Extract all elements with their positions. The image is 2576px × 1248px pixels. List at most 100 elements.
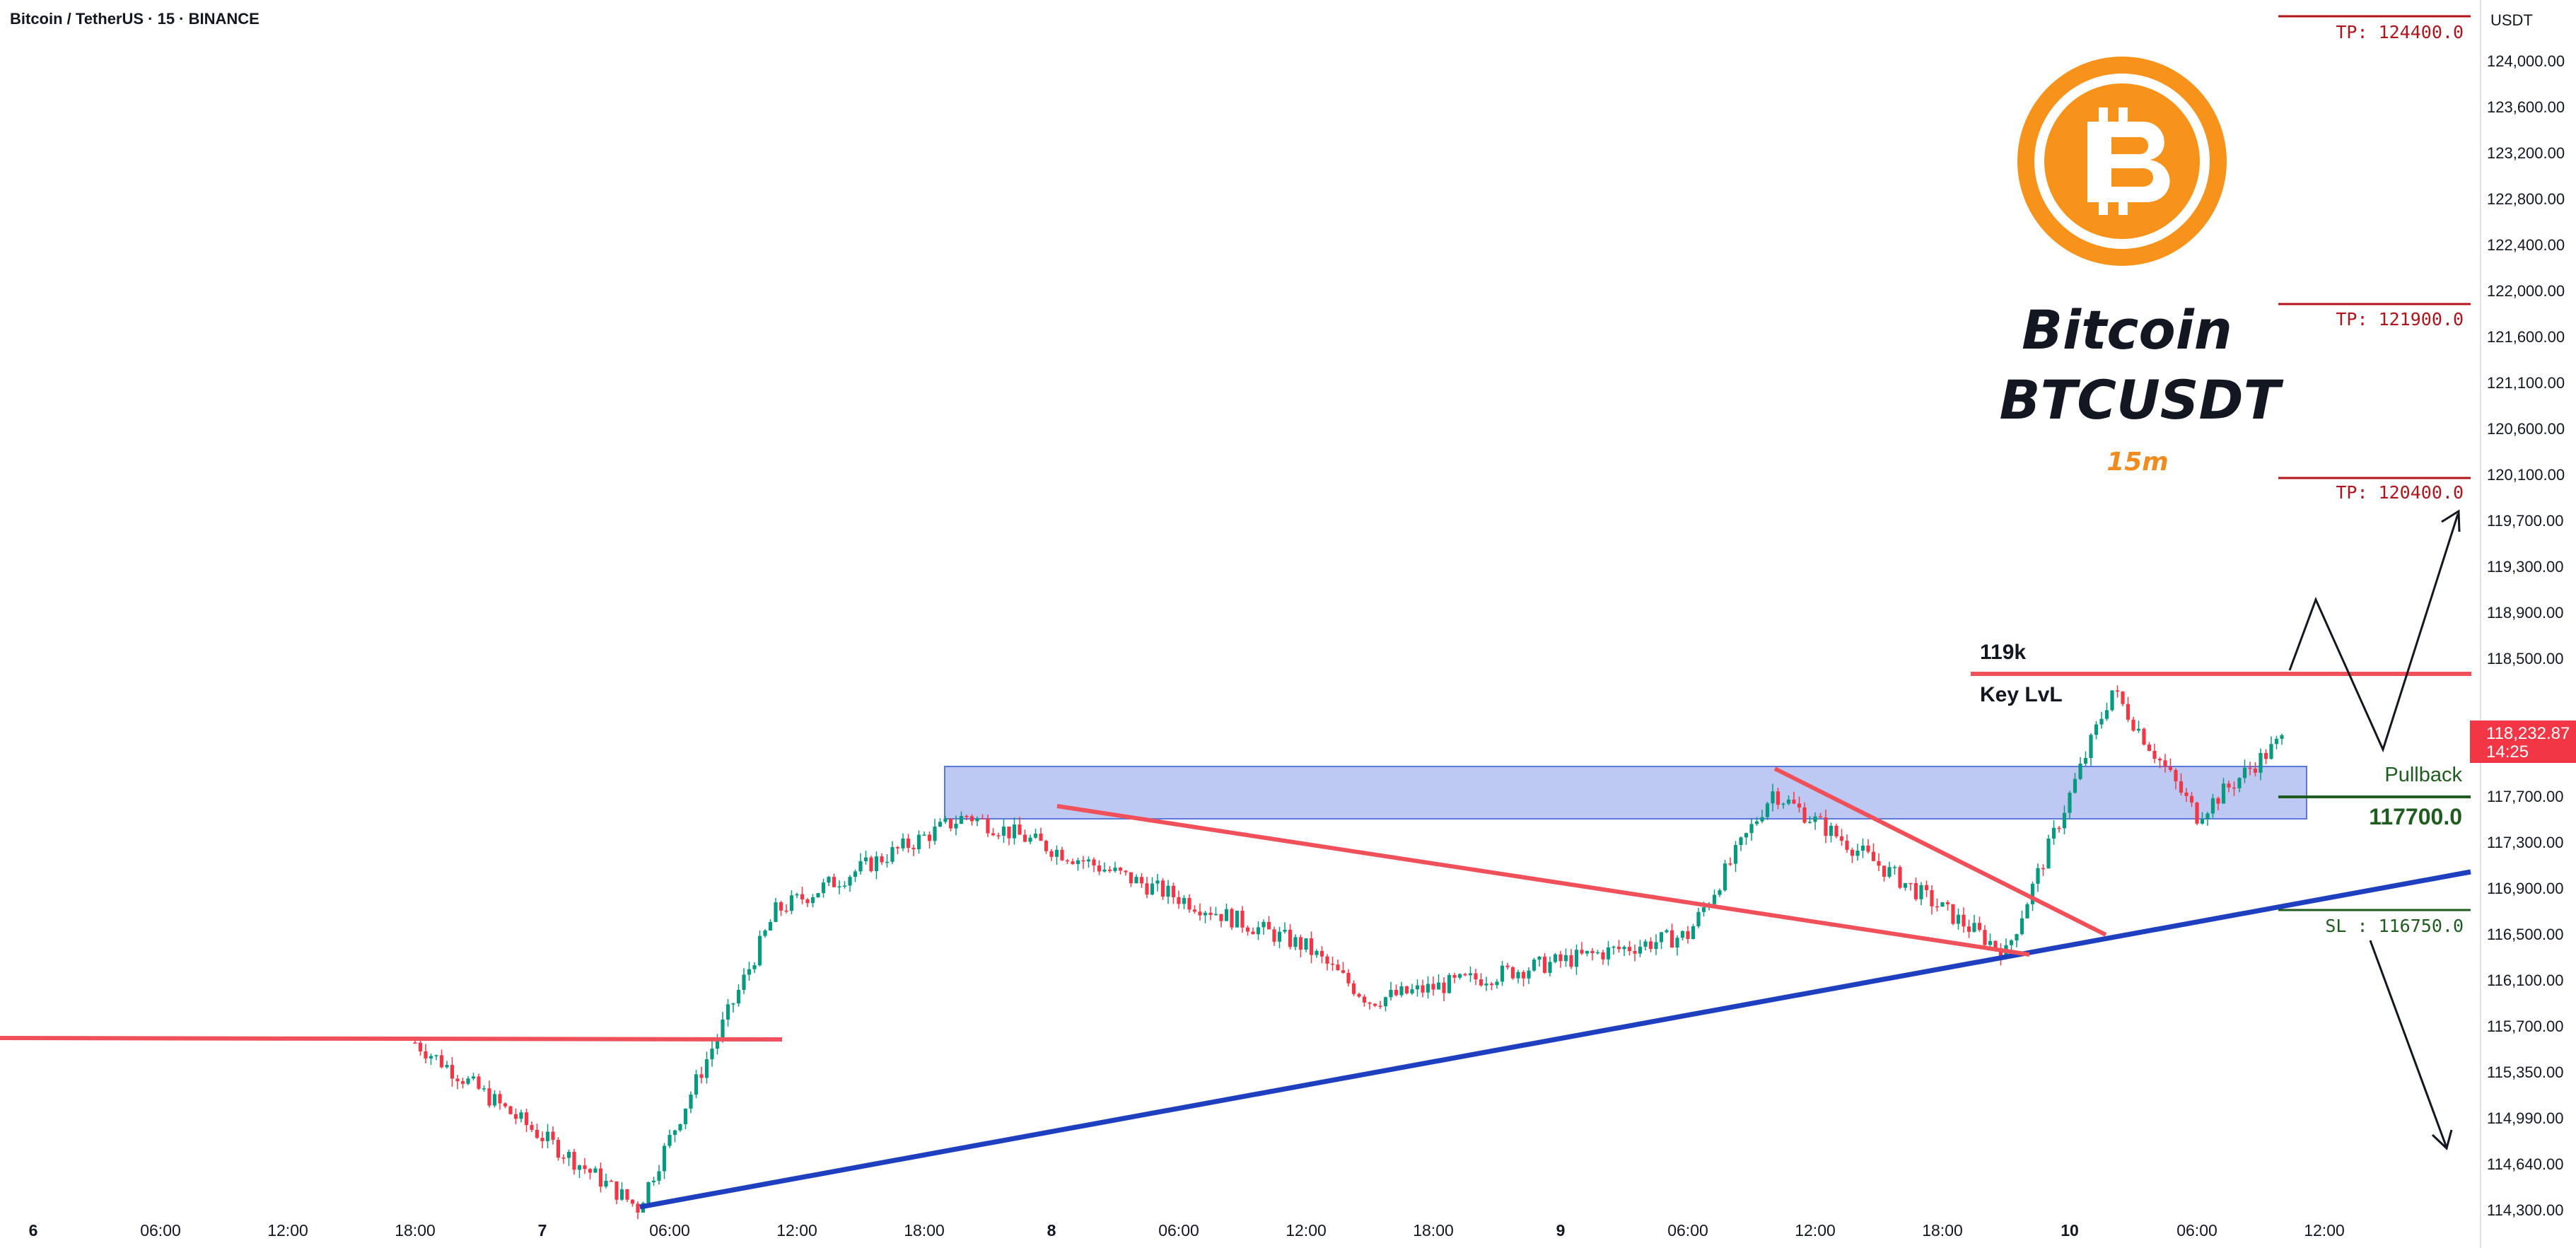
candle-body	[943, 818, 948, 822]
candle-body	[827, 877, 831, 883]
candle-body	[1643, 941, 1648, 947]
candle-body	[2094, 724, 2099, 735]
candle-body	[2051, 827, 2056, 839]
candle-body	[1442, 982, 1446, 993]
candle-body	[1139, 877, 1144, 884]
candle-body	[1654, 942, 1658, 950]
current-price-value: 118,232.87	[2486, 724, 2570, 743]
candle-body	[572, 1152, 576, 1170]
candle-body	[545, 1131, 550, 1141]
descending-trendline-1[interactable]	[1056, 804, 2030, 957]
candle-body	[2136, 728, 2141, 731]
candle-body	[2083, 757, 2088, 764]
candle-body	[1510, 967, 1515, 979]
candle-body	[1542, 956, 1547, 973]
candle-body	[1266, 921, 1271, 930]
candle-body	[1145, 883, 1149, 895]
candle-body	[1580, 950, 1584, 954]
candle-body	[1786, 799, 1791, 804]
candle-body	[1054, 849, 1059, 857]
time-axis[interactable]: 6 06:00 12:00 18:00 7 06:00 12:00 18:00 8 06:00 12…	[29, 1221, 2345, 1240]
resistance-line-left[interactable]	[0, 1036, 783, 1042]
candle-body	[1463, 974, 1467, 976]
candle-body	[1315, 950, 1319, 955]
candle-body	[598, 1168, 603, 1187]
candle-body	[1447, 974, 1452, 993]
candle-body	[619, 1189, 624, 1200]
price-tick-label: 123,600.00	[2487, 98, 2565, 116]
ascending-trendline[interactable]	[639, 869, 2471, 1210]
candle-body	[424, 1051, 428, 1059]
brand-timeframe: 15m	[2106, 448, 2169, 477]
current-price-badge[interactable]	[2470, 721, 2576, 763]
candle-body	[1771, 791, 1775, 804]
candle-body	[1298, 937, 1303, 950]
candle-body	[1792, 799, 1796, 804]
candle-body	[1256, 927, 1261, 935]
candle-body	[2073, 778, 2077, 793]
candle-body	[1389, 989, 1393, 998]
candle-body	[1235, 910, 1240, 928]
candle-body	[1680, 931, 1685, 938]
candle-body	[1224, 909, 1229, 921]
candle-body	[1760, 817, 1764, 822]
candle-body	[2232, 787, 2237, 789]
candle-body	[1028, 837, 1032, 842]
candle-body	[487, 1088, 491, 1106]
candle-body	[1219, 914, 1223, 921]
candle-body	[906, 838, 911, 848]
candle-body	[418, 1042, 423, 1051]
candle-body	[768, 921, 773, 931]
time-tick-label: 8	[1047, 1221, 1056, 1240]
symbol-title[interactable]: Bitcoin / TetherUS · 15 · BINANCE	[10, 10, 260, 28]
bearish-projection-path[interactable]	[2369, 940, 2448, 1148]
candle-body	[1495, 981, 1499, 986]
candle-body	[2242, 767, 2247, 778]
descending-trendline-2[interactable]	[1773, 766, 2107, 937]
price-tick-label: 114,990.00	[2487, 1109, 2563, 1127]
price-axis[interactable]: 124,000.00 123,600.00 123,200.00 122,800.00…	[2487, 52, 2565, 1219]
candle-body	[821, 882, 826, 894]
candle-body	[2163, 760, 2167, 767]
candle-body	[779, 902, 783, 911]
candle-body	[1081, 860, 1085, 862]
bullish-projection-path[interactable]	[2288, 513, 2459, 753]
supply-demand-zone[interactable]	[944, 766, 2307, 820]
candle-body	[975, 818, 979, 822]
candle-body	[2046, 838, 2051, 869]
candle-body	[1325, 956, 1329, 964]
candle-body	[630, 1199, 635, 1204]
price-tick-label: 119,700.00	[2487, 512, 2563, 530]
candle-body	[1871, 851, 1876, 861]
candle-body	[1648, 941, 1653, 950]
candle-body	[1728, 863, 1732, 865]
candle-body	[2248, 767, 2252, 769]
candle-body	[1171, 885, 1176, 897]
candle-body	[1866, 845, 1870, 852]
candle-body	[1479, 979, 1484, 986]
candle-body	[1877, 861, 1881, 866]
candle-body	[2015, 934, 2019, 941]
candle-body	[1166, 885, 1170, 897]
candle-body	[1060, 849, 1064, 861]
candle-body	[1272, 929, 1276, 942]
candle-body	[810, 897, 815, 904]
candle-body	[964, 815, 969, 817]
candle-body	[747, 969, 752, 975]
candle-body	[1627, 947, 1632, 951]
candle-body	[1007, 827, 1011, 839]
candle-body	[1606, 947, 1611, 960]
candle-body	[1860, 845, 1865, 851]
candle-body	[2221, 783, 2226, 804]
candle-body	[1807, 822, 1812, 823]
candle-body	[2025, 904, 2029, 918]
candle-body	[1039, 833, 1043, 841]
candle-body	[657, 1171, 661, 1181]
candle-body	[1033, 833, 1038, 838]
candle-body	[477, 1076, 481, 1089]
candle-body	[2210, 798, 2215, 814]
price-tick-label: 121,600.00	[2487, 328, 2565, 346]
candle-body	[1160, 880, 1165, 897]
candle-body	[1378, 1005, 1382, 1007]
